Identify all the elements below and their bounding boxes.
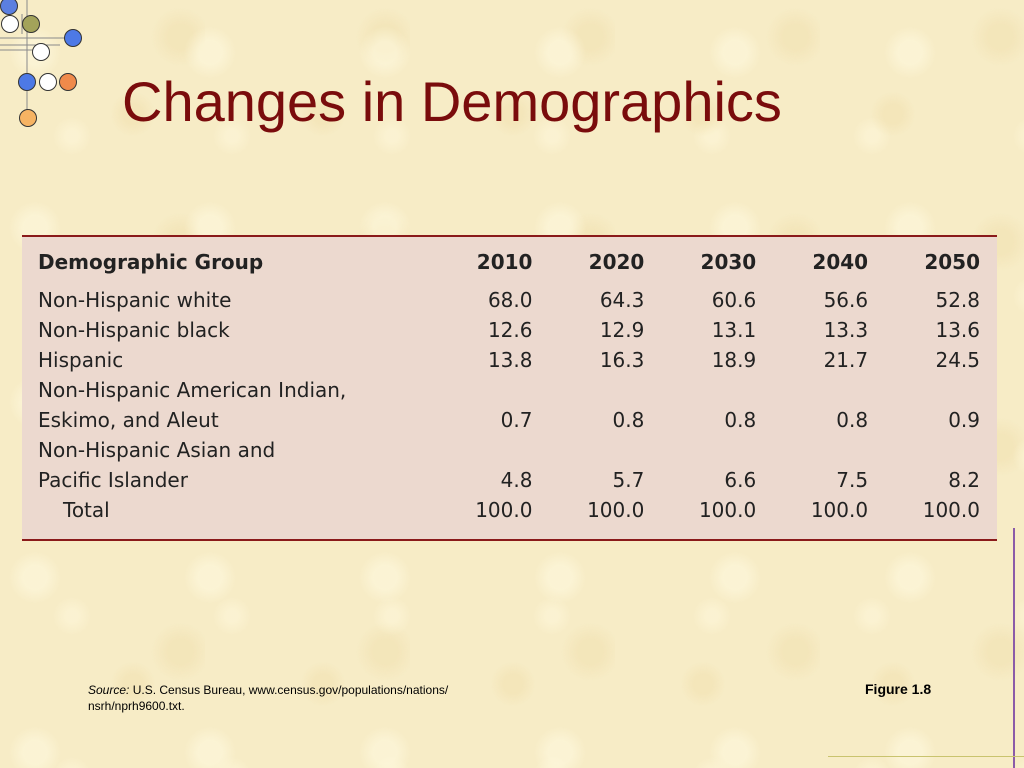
table-row: Hispanic 13.8 16.3 18.9 21.7 24.5 <box>38 345 980 375</box>
decorative-vertical-line <box>1013 528 1015 768</box>
table-cell: 68.0 <box>487 288 533 312</box>
table-cell: 21.7 <box>823 348 869 372</box>
demographics-table-panel: Demographic Group 2010 2020 2030 2040 20… <box>22 235 997 541</box>
table-row: Pacific Islander 4.8 5.7 6.6 7.5 8.2 <box>38 465 980 495</box>
table-cell: 100.0 <box>698 498 757 522</box>
table-cell: 100.0 <box>475 498 533 522</box>
table-cell: 0.8 <box>836 408 869 432</box>
table-header-row: Demographic Group 2010 2020 2030 2040 20… <box>38 247 980 285</box>
table-cell: 13.8 <box>487 348 533 372</box>
source-note: Source: U.S. Census Bureau, www.census.g… <box>88 682 498 714</box>
column-header: 2040 <box>812 250 869 274</box>
table-cell: 12.9 <box>599 318 645 342</box>
row-label: Non-Hispanic black <box>38 318 230 342</box>
table-cell: 13.6 <box>935 318 980 342</box>
row-label: Non-Hispanic Asian and <box>38 438 276 462</box>
table-cell: 18.9 <box>711 348 757 372</box>
table-cell: 64.3 <box>599 288 645 312</box>
table-row: Eskimo, and Aleut 0.7 0.8 0.8 0.8 0.9 <box>38 405 980 435</box>
table-cell: 60.6 <box>711 288 757 312</box>
table-cell: 52.8 <box>935 288 980 312</box>
table-cell: 0.7 <box>500 408 533 432</box>
row-label: Eskimo, and Aleut <box>38 408 219 432</box>
decor-circle <box>32 43 50 61</box>
decor-circle <box>18 73 36 91</box>
row-label: Non-Hispanic American Indian, <box>38 378 347 402</box>
row-label: Non-Hispanic white <box>38 288 232 312</box>
decorative-circles <box>0 0 82 127</box>
decor-circle <box>1 15 19 33</box>
table-cell: 16.3 <box>599 348 645 372</box>
table-cell: 100.0 <box>810 498 869 522</box>
table-cell: 56.6 <box>823 288 869 312</box>
column-header: 2030 <box>700 250 757 274</box>
table-cell: 24.5 <box>935 348 980 372</box>
table-cell: 7.5 <box>836 468 869 492</box>
table-cell: 13.3 <box>823 318 869 342</box>
table-cell: 13.1 <box>711 318 757 342</box>
column-header: Demographic Group <box>38 250 264 274</box>
decor-circle <box>22 15 40 33</box>
column-header: 2020 <box>588 250 645 274</box>
table-cell: 8.2 <box>948 468 980 492</box>
total-label: Total <box>63 498 110 522</box>
table-row-label-continuation: Non-Hispanic Asian and <box>38 435 980 465</box>
row-label: Hispanic <box>38 348 124 372</box>
table-cell: 100.0 <box>922 498 980 522</box>
table-cell: 0.9 <box>948 408 980 432</box>
decor-circle <box>59 73 77 91</box>
column-header: 2010 <box>476 250 533 274</box>
table-row-label-continuation: Non-Hispanic American Indian, <box>38 375 980 405</box>
demographics-table: Demographic Group 2010 2020 2030 2040 20… <box>38 247 980 525</box>
row-label: Pacific Islander <box>38 468 188 492</box>
slide-title: Changes in Demographics <box>122 70 782 133</box>
source-text-line2: nsrh/nprh9600.txt. <box>88 699 185 713</box>
table-cell: 5.7 <box>612 468 645 492</box>
column-header: 2050 <box>924 250 980 274</box>
decorative-horizontal-line <box>828 756 1024 757</box>
decor-circle <box>0 0 18 15</box>
table-cell: 4.8 <box>500 468 533 492</box>
table-cell: 0.8 <box>724 408 757 432</box>
decor-circle <box>19 109 37 127</box>
table-total-row: Total 100.0 100.0 100.0 100.0 100.0 <box>38 495 980 525</box>
figure-label: Figure 1.8 <box>865 681 932 697</box>
source-label: Source: <box>88 683 130 697</box>
table-row: Non-Hispanic white 68.0 64.3 60.6 56.6 5… <box>38 285 980 315</box>
table-cell: 12.6 <box>487 318 533 342</box>
decor-circle <box>64 29 82 47</box>
decor-circle <box>39 73 57 91</box>
table-cell: 0.8 <box>612 408 645 432</box>
table-cell: 6.6 <box>724 468 757 492</box>
source-text-line1: U.S. Census Bureau, www.census.gov/popul… <box>132 683 449 697</box>
table-row: Non-Hispanic black 12.6 12.9 13.1 13.3 1… <box>38 315 980 345</box>
table-cell: 100.0 <box>587 498 645 522</box>
